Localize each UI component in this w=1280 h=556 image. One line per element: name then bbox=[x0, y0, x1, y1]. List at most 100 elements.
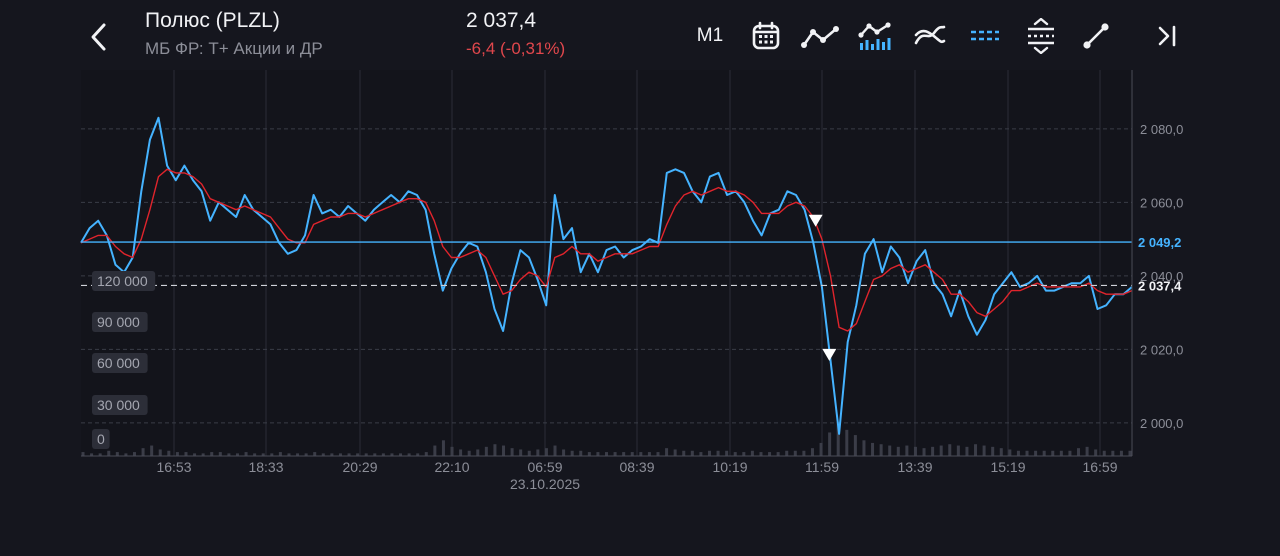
timeframe-label: M1 bbox=[696, 25, 724, 46]
volume-bar bbox=[184, 452, 188, 456]
volume-bar bbox=[244, 452, 248, 456]
volume-bar bbox=[785, 450, 789, 456]
volume-tick: 90 000 bbox=[92, 312, 148, 332]
indicators-button[interactable] bbox=[912, 18, 948, 54]
volume-bar bbox=[304, 453, 308, 456]
volume-bar bbox=[733, 452, 737, 456]
volume-button[interactable] bbox=[856, 18, 894, 54]
price-lines-button[interactable] bbox=[966, 18, 1004, 54]
volume-bar bbox=[253, 453, 257, 456]
volume-bar bbox=[141, 448, 145, 456]
volume-bar bbox=[828, 432, 832, 456]
volume-bar bbox=[948, 444, 952, 456]
jump-to-end-button[interactable] bbox=[1148, 18, 1184, 54]
timeframe-button[interactable]: M1 bbox=[690, 18, 730, 54]
vertical-grid bbox=[173, 70, 1101, 456]
volume-bar bbox=[407, 453, 411, 456]
volume-bar bbox=[330, 453, 334, 456]
volume-bar bbox=[296, 453, 300, 456]
volume-tick-bg bbox=[92, 429, 110, 449]
volume-bar bbox=[596, 452, 600, 456]
last-price-label: 2 037,4 bbox=[1138, 278, 1182, 293]
levels-icon bbox=[1028, 18, 1054, 54]
x-axis-labels: 16:53 18:33 20:29 22:10 06:59 08:39 10:19 11:59… bbox=[156, 459, 1117, 492]
volume-bar bbox=[364, 453, 368, 456]
volume-bar bbox=[707, 450, 711, 456]
volume-tick-label: 120 000 bbox=[97, 273, 148, 289]
volume-tick: 60 000 bbox=[92, 353, 148, 373]
volume-bar bbox=[579, 450, 583, 456]
header: Полюс (PLZL) МБ ФР: Т+ Акции и ДР 2 037,… bbox=[0, 0, 1280, 70]
volume-bar bbox=[124, 453, 128, 456]
volume-bar bbox=[862, 440, 866, 456]
x-tick-label: 06:59 bbox=[527, 459, 562, 475]
volume-tick-bg bbox=[92, 353, 148, 373]
volume-bar bbox=[913, 446, 917, 456]
volume-bar bbox=[510, 448, 514, 456]
volume-bar bbox=[210, 452, 214, 456]
volume-bar bbox=[871, 442, 875, 456]
y-tick-label: 2 000,0 bbox=[1140, 416, 1183, 431]
y-tick-label: 2 080,0 bbox=[1140, 122, 1183, 137]
reference-lines: 2 049,2 2 037,4 bbox=[81, 235, 1182, 293]
line-chart-icon bbox=[801, 26, 839, 48]
chevron-left-icon bbox=[91, 23, 106, 51]
line-chart-button[interactable] bbox=[800, 18, 840, 54]
volume-bar bbox=[716, 450, 720, 456]
volume-tick-label: 60 000 bbox=[97, 355, 140, 371]
volume-bar bbox=[278, 452, 282, 456]
y-tick-label: 2 040,0 bbox=[1140, 269, 1183, 284]
draw-line-button[interactable] bbox=[1078, 18, 1114, 54]
reference-line-label: 2 049,2 bbox=[1138, 235, 1181, 250]
volume-bar bbox=[587, 452, 591, 456]
volume-bar bbox=[261, 453, 265, 456]
volume-bar bbox=[150, 445, 154, 456]
volume-bar bbox=[879, 444, 883, 456]
volume-bar bbox=[536, 449, 540, 456]
volume-bar bbox=[450, 446, 454, 456]
x-tick-label: 15:19 bbox=[990, 459, 1025, 475]
volume-bar bbox=[502, 445, 506, 456]
volume-bar bbox=[699, 452, 703, 456]
volume-bars-icon bbox=[858, 22, 891, 50]
volume-bar bbox=[287, 453, 291, 456]
volume-bar bbox=[1102, 450, 1106, 456]
volume-bar bbox=[982, 445, 986, 456]
volume-bar bbox=[107, 450, 111, 456]
volume-bar bbox=[974, 444, 978, 456]
x-tick-label: 20:29 bbox=[342, 459, 377, 475]
volume-bar bbox=[836, 422, 840, 456]
volume-bar bbox=[235, 453, 239, 456]
volume-bar bbox=[570, 450, 574, 456]
volume-bar bbox=[467, 450, 471, 456]
volume-bar bbox=[750, 450, 754, 456]
x-tick-label: 11:59 bbox=[805, 459, 839, 475]
volume-bar bbox=[622, 452, 626, 456]
volume-tick-bg bbox=[92, 395, 148, 415]
x-tick-label: 16:53 bbox=[156, 459, 191, 475]
volume-bar bbox=[98, 453, 102, 456]
volume-bar bbox=[1008, 449, 1012, 456]
volume-bar bbox=[81, 452, 85, 456]
y-tick-label: 2 060,0 bbox=[1140, 195, 1183, 210]
levels-button[interactable] bbox=[1022, 18, 1060, 54]
volume-bar bbox=[218, 452, 222, 456]
volume-bar bbox=[562, 449, 566, 456]
volume-bar bbox=[381, 453, 385, 456]
volume-bar bbox=[373, 453, 377, 456]
indicators-icon bbox=[914, 25, 946, 45]
volume-bar bbox=[1111, 450, 1115, 456]
series-layer bbox=[80, 116, 1133, 435]
volume-bar bbox=[476, 449, 480, 456]
volume-bar bbox=[673, 449, 677, 456]
volume-bar bbox=[845, 429, 849, 456]
back-button[interactable] bbox=[84, 20, 114, 54]
volume-bar bbox=[819, 442, 823, 456]
volume-tick-label: 30 000 bbox=[97, 397, 140, 413]
price-line bbox=[80, 116, 1133, 435]
calendar-button[interactable] bbox=[748, 18, 784, 54]
volume-bar bbox=[1042, 450, 1046, 456]
price-change: -6,4 (-0,31%) bbox=[466, 39, 566, 58]
volume-bar bbox=[433, 445, 437, 456]
